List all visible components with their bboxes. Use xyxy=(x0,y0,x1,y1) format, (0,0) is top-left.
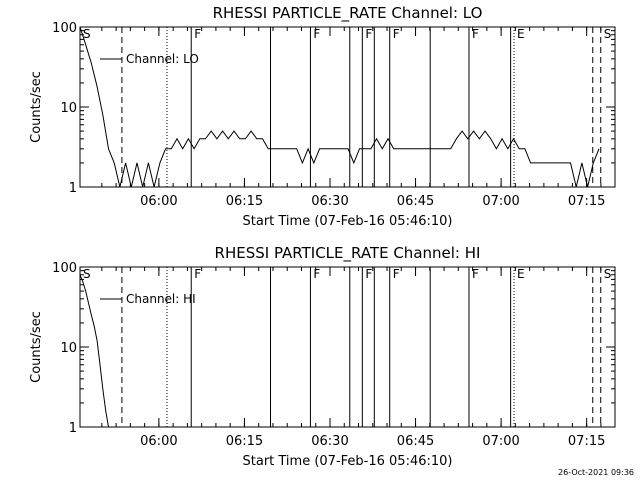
y-tick-label: 100 xyxy=(52,261,77,276)
y-axis-label: Counts/sec xyxy=(29,71,44,143)
y-tick-label: 10 xyxy=(60,341,77,356)
y-tick-label: 100 xyxy=(52,21,77,36)
y-tick-label: 10 xyxy=(60,101,77,116)
event-marker-label: F xyxy=(393,27,400,41)
event-marker-label: F xyxy=(365,267,372,281)
series-line xyxy=(80,274,109,427)
event-marker-label: S xyxy=(83,267,91,281)
x-tick-label: 07:15 xyxy=(568,434,605,449)
plot-timestamp: 26-Oct-2021 09:36 xyxy=(558,468,634,477)
x-tick-label: 06:00 xyxy=(140,434,177,449)
x-tick-label: 06:00 xyxy=(140,194,177,209)
event-marker-label: F xyxy=(472,267,479,281)
chart-title: RHESSI PARTICLE_RATE Channel: HI xyxy=(215,244,481,263)
x-tick-label: 06:30 xyxy=(311,194,348,209)
x-tick-label: 07:15 xyxy=(568,194,605,209)
event-marker-label: S xyxy=(604,27,612,41)
series-line xyxy=(80,27,600,187)
event-marker-label: F xyxy=(393,267,400,281)
x-tick-label: 06:30 xyxy=(311,434,348,449)
event-marker-label: F xyxy=(313,267,320,281)
event-marker-label: E xyxy=(517,267,525,281)
panel-channel-lo: RHESSI PARTICLE_RATE Channel: LO 1 10 100 Co… xyxy=(29,4,616,229)
event-marker-label: S xyxy=(604,267,612,281)
chart-title: RHESSI PARTICLE_RATE Channel: LO xyxy=(213,4,483,23)
x-tick-label: 06:45 xyxy=(397,194,434,209)
x-tick-label: 06:15 xyxy=(226,434,263,449)
x-tick-label: 06:15 xyxy=(226,194,263,209)
x-axis-label: Start Time (07-Feb-16 05:46:10) xyxy=(243,214,453,229)
event-marker-label: E xyxy=(517,27,525,41)
legend-label: Channel: HI xyxy=(126,292,196,306)
event-marker-label: F xyxy=(194,27,201,41)
panel-channel-hi: RHESSI PARTICLE_RATE Channel: HI 1 10 100 Co… xyxy=(29,244,616,469)
event-marker-label: F xyxy=(472,27,479,41)
y-tick-label: 1 xyxy=(69,421,77,436)
event-marker-label: F xyxy=(365,27,372,41)
legend-label: Channel: LO xyxy=(126,52,199,66)
x-tick-label: 06:45 xyxy=(397,434,434,449)
y-tick-label: 1 xyxy=(69,181,77,196)
x-axis-label: Start Time (07-Feb-16 05:46:10) xyxy=(243,454,453,469)
event-marker-label: F xyxy=(313,27,320,41)
y-axis-label: Counts/sec xyxy=(29,311,44,383)
event-marker-label: S xyxy=(83,27,91,41)
x-tick-label: 07:00 xyxy=(482,194,519,209)
event-marker-label: F xyxy=(194,267,201,281)
x-tick-label: 07:00 xyxy=(482,434,519,449)
